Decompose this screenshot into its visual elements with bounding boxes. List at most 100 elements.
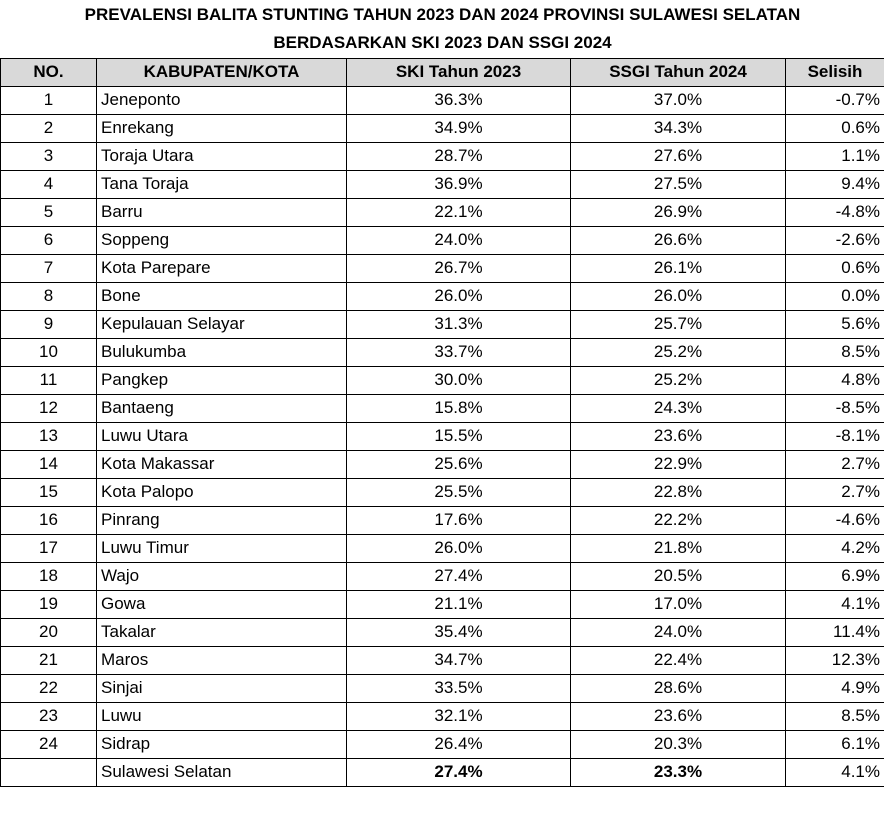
- table-cell: 24.3%: [570, 393, 786, 423]
- table-cell: 37.0%: [570, 85, 786, 115]
- table-cell: 8: [0, 281, 97, 311]
- table-cell: 12: [0, 393, 97, 423]
- table-cell: 17.0%: [570, 589, 786, 619]
- table-row: 22 Sinjai 33.5% 28.6% 4.9%: [0, 673, 884, 703]
- table-cell: 33.5%: [346, 673, 571, 703]
- empty-cell: [0, 757, 97, 787]
- table-cell: 5: [0, 197, 97, 227]
- table-row: 13 Luwu Utara 15.5% 23.6% -8.1%: [0, 421, 884, 451]
- table-cell: Sidrap: [96, 729, 347, 759]
- table-cell: Luwu Timur: [96, 533, 347, 563]
- table-cell: Bantaeng: [96, 393, 347, 423]
- table-cell: 4.2%: [785, 533, 884, 563]
- table-cell: Kepulauan Selayar: [96, 309, 347, 339]
- table-cell: 14: [0, 449, 97, 479]
- table-cell: 22.4%: [570, 645, 786, 675]
- table-row: 14 Kota Makassar 25.6% 22.9% 2.7%: [0, 449, 884, 479]
- title: PREVALENSI BALITA STUNTING TAHUN 2023 DA…: [84, 4, 801, 24]
- table-cell: 26.9%: [570, 197, 786, 227]
- table-cell: Kota Makassar: [96, 449, 347, 479]
- table-cell: 21.8%: [570, 533, 786, 563]
- table-cell: 26.4%: [346, 729, 571, 759]
- table-cell: 4.1%: [785, 589, 884, 619]
- table-cell: 26.0%: [346, 281, 571, 311]
- table-cell: 22.2%: [570, 505, 786, 535]
- table-cell: 4.9%: [785, 673, 884, 703]
- table-cell: 34.7%: [346, 645, 571, 675]
- table-cell: Tana Toraja: [96, 169, 347, 199]
- total-cell: 4.1%: [785, 757, 884, 787]
- column-header: SSGI Tahun 2024: [570, 57, 786, 87]
- column-header: Selisih: [785, 57, 884, 87]
- table-cell: 28.7%: [346, 141, 571, 171]
- table-cell: 4: [0, 169, 97, 199]
- table-cell: 35.4%: [346, 617, 571, 647]
- table-row: 23 Luwu 32.1% 23.6% 8.5%: [0, 701, 884, 731]
- table-cell: 24.0%: [570, 617, 786, 647]
- table-cell: 15.8%: [346, 393, 571, 423]
- table-cell: 34.9%: [346, 113, 571, 143]
- table-cell: 11.4%: [785, 617, 884, 647]
- table-body: 1 Jeneponto 36.3% 37.0% -0.7% 2 Enrekang 34.9% 3…: [0, 85, 884, 787]
- table-cell: 8.5%: [785, 337, 884, 367]
- table-row: 2 Enrekang 34.9% 34.3% 0.6%: [0, 113, 884, 143]
- table-row: Sulawesi Selatan 27.4% 23.3% 4.1%: [0, 757, 884, 787]
- table-cell: 10: [0, 337, 97, 367]
- header-row: NO. KABUPATEN/KOTA SKI Tahun 2023 SSGI Tahu…: [0, 57, 884, 87]
- table-cell: Kota Parepare: [96, 253, 347, 283]
- table-cell: 32.1%: [346, 701, 571, 731]
- table-cell: Barru: [96, 197, 347, 227]
- table-row: 21 Maros 34.7% 22.4% 12.3%: [0, 645, 884, 675]
- table-cell: Toraja Utara: [96, 141, 347, 171]
- table-cell: Wajo: [96, 561, 347, 591]
- table-cell: Gowa: [96, 589, 347, 619]
- table-cell: 19: [0, 589, 97, 619]
- table-row: 7 Kota Parepare 26.7% 26.1% 0.6%: [0, 253, 884, 283]
- table-cell: 25.7%: [570, 309, 786, 339]
- table-cell: 0.0%: [785, 281, 884, 311]
- table-cell: 27.5%: [570, 169, 786, 199]
- table-cell: 15: [0, 477, 97, 507]
- table-cell: 36.9%: [346, 169, 571, 199]
- table-cell: 16: [0, 505, 97, 535]
- table-cell: Maros: [96, 645, 347, 675]
- column-header: KABUPATEN/KOTA: [96, 57, 347, 87]
- table-cell: 26.7%: [346, 253, 571, 283]
- table-cell: 17: [0, 533, 97, 563]
- table-cell: 36.3%: [346, 85, 571, 115]
- table-cell: 6.9%: [785, 561, 884, 591]
- table-cell: 1.1%: [785, 141, 884, 171]
- table-cell: Luwu Utara: [96, 421, 347, 451]
- table-cell: Pangkep: [96, 365, 347, 395]
- table-cell: Pinrang: [96, 505, 347, 535]
- table-cell: 13: [0, 421, 97, 451]
- table-row: 16 Pinrang 17.6% 22.2% -4.6%: [0, 505, 884, 535]
- table-cell: 3: [0, 141, 97, 171]
- table-cell: 31.3%: [346, 309, 571, 339]
- table-cell: Bone: [96, 281, 347, 311]
- table-cell: 26.6%: [570, 225, 786, 255]
- table-cell: 20.5%: [570, 561, 786, 591]
- table-cell: 20: [0, 617, 97, 647]
- table-cell: 23.6%: [570, 421, 786, 451]
- table-cell: 25.5%: [346, 477, 571, 507]
- table-row: 20 Takalar 35.4% 24.0% 11.4%: [0, 617, 884, 647]
- table-cell: 25.2%: [570, 337, 786, 367]
- table-row: 11 Pangkep 30.0% 25.2% 4.8%: [0, 365, 884, 395]
- table-row: 12 Bantaeng 15.8% 24.3% -8.5%: [0, 393, 884, 423]
- table-cell: 8.5%: [785, 701, 884, 731]
- table-cell: 5.6%: [785, 309, 884, 339]
- table-row: 10 Bulukumba 33.7% 25.2% 8.5%: [0, 337, 884, 367]
- table-cell: 28.6%: [570, 673, 786, 703]
- table-cell: 9: [0, 309, 97, 339]
- table-cell: 22.1%: [346, 197, 571, 227]
- table-cell: Sinjai: [96, 673, 347, 703]
- table-row: 8 Bone 26.0% 26.0% 0.0%: [0, 281, 884, 311]
- table-cell: 22: [0, 673, 97, 703]
- table-cell: 26.0%: [570, 281, 786, 311]
- table-cell: Bulukumba: [96, 337, 347, 367]
- table-cell: 7: [0, 253, 97, 283]
- subtitle: BERDASARKAN SKI 2023 DAN SSGI 2024: [273, 33, 612, 53]
- table-row: 17 Luwu Timur 26.0% 21.8% 4.2%: [0, 533, 884, 563]
- table-cell: 11: [0, 365, 97, 395]
